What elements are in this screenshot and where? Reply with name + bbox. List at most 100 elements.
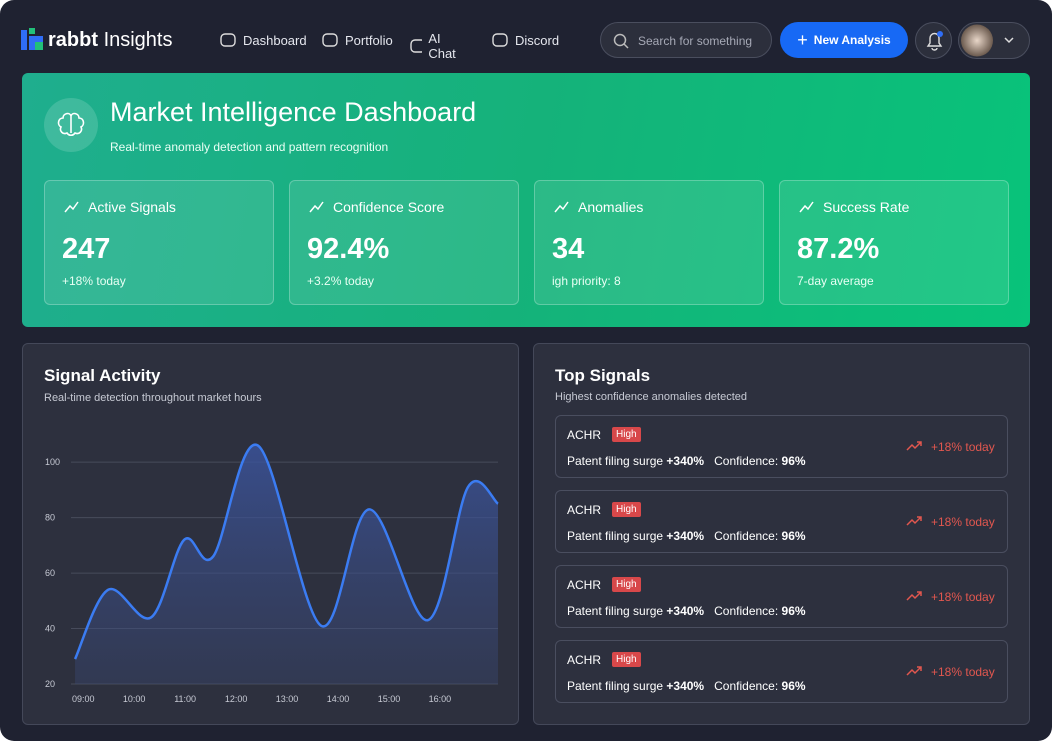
y-tick-label: 60	[45, 568, 55, 578]
signal-ticker: ACHR	[567, 503, 602, 517]
stat-value: 92.4%	[307, 233, 390, 265]
signal-row[interactable]: ACHR High Patent filing surge +340% Confid…	[555, 490, 1008, 553]
x-tick-label: 11:00	[174, 694, 196, 704]
stat-icon-shape	[309, 201, 324, 213]
nav-icon-shape	[220, 33, 236, 47]
nav-label: Dashboard	[243, 32, 307, 48]
chart-title: Signal Activity	[44, 366, 161, 385]
signal-row[interactable]: ACHR High Patent filing surge +340% Confid…	[555, 415, 1008, 478]
brand: rabbt	[48, 29, 98, 51]
new-analysis-label: New Analysis	[813, 33, 891, 47]
signal-confidence-label: Confidence:	[714, 604, 779, 618]
nav-icon-shape	[410, 39, 423, 53]
signal-activity-panel: Signal Activity Real-time detection thro…	[22, 343, 519, 725]
nav-item[interactable]: Dashboard	[219, 31, 307, 49]
nav-label: Portfolio	[345, 32, 393, 48]
avatar	[961, 24, 1014, 57]
signal-row[interactable]: ACHR High Patent filing surge +340% Confid…	[555, 565, 1008, 628]
notifications[interactable]	[915, 22, 952, 59]
hero: Market Intelligence Dashboard Real-time …	[22, 73, 1030, 327]
search[interactable]: Search for something	[600, 22, 772, 58]
x-tick-label: 12:00	[225, 694, 248, 704]
stat-card: Confidence Score 92.4% +3.2% today	[289, 180, 519, 305]
nav-item[interactable]: Discord	[491, 31, 559, 49]
trend-icon	[906, 666, 922, 676]
y-tick-label: 40	[45, 624, 55, 634]
top-signals-subtitle: Highest confidence anomalies detected	[555, 391, 748, 403]
nav-icon	[410, 39, 423, 53]
signal-confidence-label: Confidence:	[714, 454, 779, 468]
signal-badge: High	[612, 502, 641, 517]
signal-ticker: ACHR	[567, 653, 602, 667]
stat-note: +3.2% today	[307, 274, 375, 288]
hero-title: Market Intelligence Dashboard	[110, 97, 477, 127]
trend-icon	[906, 516, 922, 526]
signal-confidence-label: Confidence:	[714, 529, 779, 543]
signal-trend: +18% today	[931, 665, 995, 679]
stat-value: 247	[62, 233, 111, 265]
nav-label: Discord	[515, 32, 560, 48]
chart-subtitle: Real-time detection throughout market ho…	[44, 392, 262, 404]
signal-detail: Patent filing surge +340% Confidence: 96…	[567, 454, 806, 468]
brain-icon	[44, 98, 98, 152]
hero-subtitle: Real-time anomaly detection and pattern …	[110, 140, 389, 154]
stat-label: Anomalies	[578, 199, 644, 215]
signal-trend: +18% today	[931, 515, 995, 529]
x-tick-label: 15:00	[378, 694, 401, 704]
stat-label: Success Rate	[823, 199, 910, 215]
x-tick-label: 13:00	[276, 694, 299, 704]
signal-change: +340%	[666, 679, 705, 693]
stat-value: 87.2%	[797, 233, 880, 265]
signal-change: +340%	[666, 529, 705, 543]
nav-item[interactable]: Portfolio	[321, 31, 393, 49]
signal-ticker: ACHR	[567, 578, 602, 592]
stat-icon	[64, 201, 79, 213]
stat-icon	[309, 201, 324, 213]
trend-icon	[906, 591, 922, 601]
stat-icon-shape	[554, 201, 569, 213]
line	[73, 443, 499, 660]
stat-card: Anomalies 34 igh priority: 8	[534, 180, 764, 305]
nav-item[interactable]: AI Chat	[409, 31, 460, 61]
x-tick-label: 14:00	[327, 694, 350, 704]
signal-description: Patent filing surge	[567, 604, 664, 618]
search-icon	[613, 33, 629, 49]
profile-menu[interactable]	[958, 22, 1030, 59]
signal-confidence: 96%	[781, 604, 806, 618]
y-tick-label: 80	[45, 513, 55, 523]
signal-detail: Patent filing surge +340% Confidence: 96…	[567, 604, 806, 618]
stat-icon	[799, 201, 814, 213]
signal-badge: High	[612, 427, 641, 442]
x-tick-label: 10:00	[123, 694, 146, 704]
trend-icon-shape	[906, 591, 922, 601]
brand-suffix: Insights	[103, 29, 173, 51]
signal-description: Patent filing surge	[567, 679, 664, 693]
signal-detail: Patent filing surge +340% Confidence: 96…	[567, 529, 806, 543]
nav-icon-shape	[322, 33, 338, 47]
y-tick-label: 100	[45, 457, 60, 467]
signal-description: Patent filing surge	[567, 529, 664, 543]
x-tick-label: 09:00	[72, 694, 95, 704]
new-analysis-button[interactable]: + New Analysis	[780, 22, 908, 58]
trend-icon	[906, 441, 922, 451]
nav-icon-shape	[492, 33, 508, 47]
trend-icon-shape	[906, 666, 922, 676]
top-signals-panel: Top Signals Highest confidence anomalies…	[533, 343, 1030, 725]
signal-confidence: 96%	[781, 529, 806, 543]
stat-note: +18% today	[62, 274, 126, 288]
signal-ticker: ACHR	[567, 428, 602, 442]
signal-row[interactable]: ACHR High Patent filing surge +340% Confid…	[555, 640, 1008, 703]
stat-value: 34	[552, 233, 585, 265]
bell-icon	[926, 31, 943, 51]
signal-confidence: 96%	[781, 454, 806, 468]
stat-icon	[554, 201, 569, 213]
trend-icon-shape	[906, 441, 922, 451]
trend-icon-shape	[906, 516, 922, 526]
y-tick-label: 20	[45, 679, 55, 689]
stat-note: 7-day average	[797, 274, 874, 288]
stat-icon-shape	[799, 201, 814, 213]
x-tick-label: 16:00	[429, 694, 452, 704]
signal-change: +340%	[666, 604, 705, 618]
signal-confidence: 96%	[781, 679, 806, 693]
